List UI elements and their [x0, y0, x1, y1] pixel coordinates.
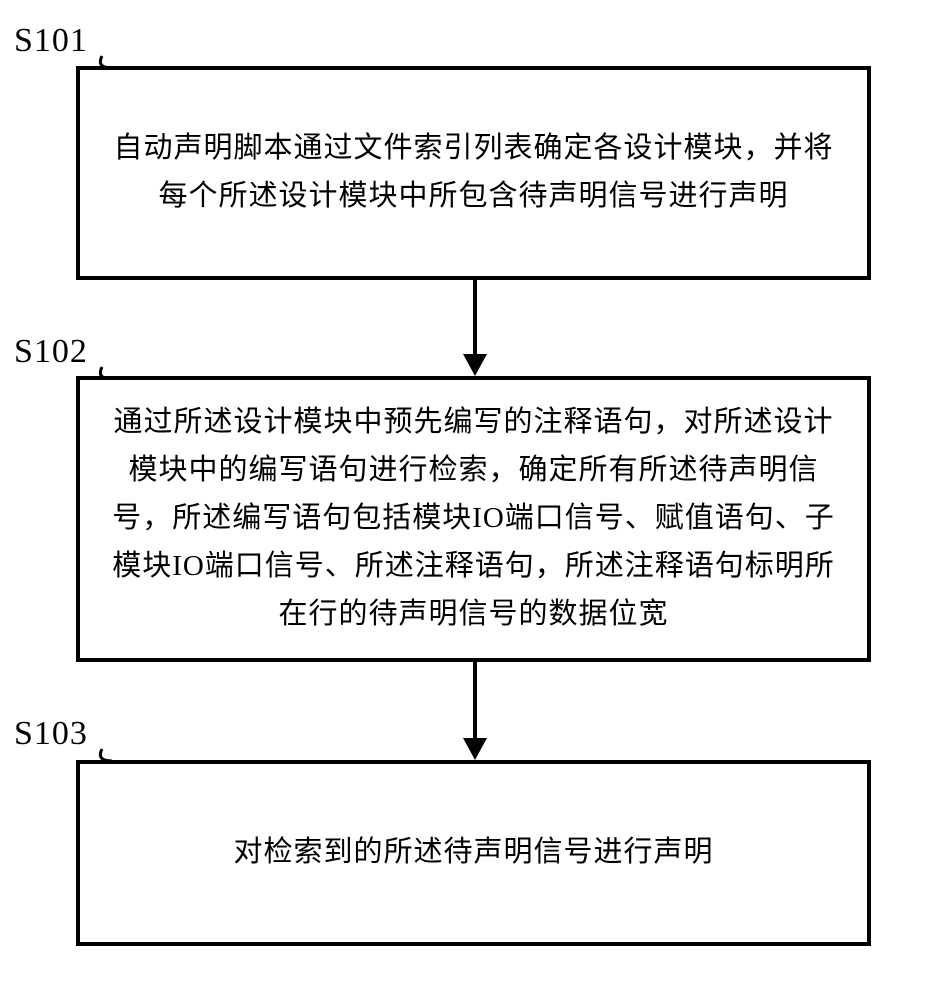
- step-text-s102: 通过所述设计模块中预先编写的注释语句，对所述设计模块中的编写语句进行检索，确定所…: [110, 399, 837, 638]
- flowchart-step-s102: 通过所述设计模块中预先编写的注释语句，对所述设计模块中的编写语句进行检索，确定所…: [76, 376, 871, 662]
- flowchart-step-s101: 自动声明脚本通过文件索引列表确定各设计模块，并将每个所述设计模块中所包含待声明信…: [76, 66, 871, 280]
- arrow-line-1: [473, 280, 477, 354]
- step-text-s103: 对检索到的所述待声明信号进行声明: [233, 829, 713, 877]
- arrow-head-2: [463, 738, 487, 760]
- label-connector-s103: [76, 733, 136, 763]
- arrow-head-1: [463, 354, 487, 376]
- step-text-s101: 自动声明脚本通过文件索引列表确定各设计模块，并将每个所述设计模块中所包含待声明信…: [110, 125, 837, 221]
- flowchart-step-s103: 对检索到的所述待声明信号进行声明: [76, 760, 871, 946]
- arrow-line-2: [473, 662, 477, 738]
